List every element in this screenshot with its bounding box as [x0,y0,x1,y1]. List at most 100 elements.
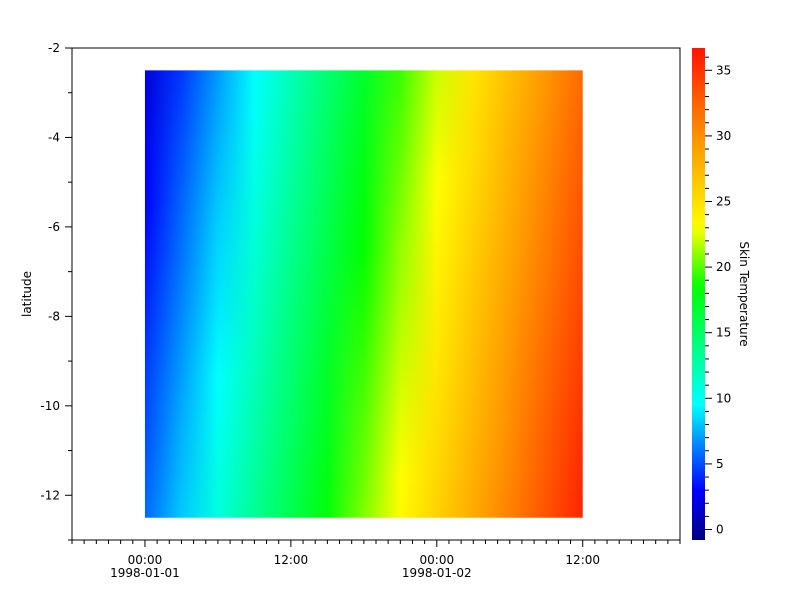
heatmap-row [145,175,583,179]
heatmap-row [145,97,583,101]
heatmap-row [145,190,583,194]
heatmap-row [145,379,583,383]
heatmap-row [145,454,583,458]
y-tick-label: -8 [48,309,60,323]
heatmap-row [145,160,583,164]
colorbar-label: Skin Temperature [737,241,751,346]
heatmap-row [145,466,583,470]
colorbar-tick-label: 20 [716,260,731,274]
y-tick-label: -12 [40,488,60,502]
heatmap-row [145,151,583,155]
x-tick-label: 12:00 [274,553,309,567]
heatmap-row [145,223,583,227]
heatmap-row [145,508,583,512]
heatmap-row [145,295,583,299]
heatmap-row [145,148,583,152]
heatmap-row [145,394,583,398]
heatmap-row [145,79,583,83]
heatmap-row [145,460,583,464]
heatmap-row [145,451,583,455]
heatmap-row [145,130,583,134]
heatmap-row [145,355,583,359]
heatmap-row [145,457,583,461]
x-tick-label: 00:00 [128,553,163,567]
heatmap-row [145,289,583,293]
heatmap-row [145,430,583,434]
heatmap-row [145,100,583,104]
heatmap-row [145,208,583,212]
heatmap-row [145,184,583,188]
heatmap-row [145,490,583,494]
heatmap-row [145,202,583,206]
colorbar-gradient [692,48,705,540]
heatmap-row [145,442,583,446]
heatmap-row [145,262,583,266]
heatmap-row [145,376,583,380]
heatmap-row [145,496,583,500]
heatmap-row [145,358,583,362]
heatmap-row [145,427,583,431]
heatmap-row [145,445,583,449]
heatmap-row [145,382,583,386]
heatmap-row [145,340,583,344]
heatmap-row [145,301,583,305]
x-tick-label: 12:00 [565,553,600,567]
heatmap-row [145,256,583,260]
colorbar-tick-label: 15 [716,326,731,340]
heatmap-row [145,106,583,110]
heatmap-row [145,70,583,74]
heatmap-row [145,193,583,197]
heatmap-row [145,433,583,437]
heatmap-row [145,205,583,209]
heatmap-row [145,187,583,191]
heatmap-row [145,283,583,287]
heatmap-row [145,286,583,290]
heatmap-row [145,292,583,296]
heatmap-row [145,403,583,407]
heatmap-row [145,304,583,308]
colorbar-tick-label: 0 [716,523,724,537]
heatmap-row [145,502,583,506]
heatmap-row [145,85,583,89]
heatmap-row [145,367,583,371]
heatmap-row [145,346,583,350]
heatmap-row [145,115,583,119]
heatmap-row [145,334,583,338]
heatmap-row [145,124,583,128]
heatmap-row [145,274,583,278]
heatmap-row [145,82,583,86]
heatmap-row [145,343,583,347]
heatmap-row [145,325,583,329]
heatmap-row [145,181,583,185]
heatmap-row [145,127,583,131]
heatmap-row [145,310,583,314]
heatmap-row [145,328,583,332]
heatmap-row [145,298,583,302]
heatmap-row [145,229,583,233]
heatmap-row [145,478,583,482]
heatmap-row [145,385,583,389]
heatmap-row [145,436,583,440]
heatmap-row [145,487,583,491]
heatmap-row [145,259,583,263]
colorbar-tick-label: 25 [716,195,731,209]
heatmap-row [145,214,583,218]
heatmap-row [145,166,583,170]
colorbar-tick-label: 30 [716,129,731,143]
heatmap-row [145,511,583,515]
heatmap-row [145,157,583,161]
heatmap-row [145,172,583,176]
heatmap-row [145,268,583,272]
heatmap-row [145,322,583,326]
heatmap-row [145,481,583,485]
x-tick-label: 00:00 [420,553,455,567]
heatmap-row [145,316,583,320]
heatmap-row [145,253,583,257]
heatmap-row [145,400,583,404]
heatmap-row [145,133,583,137]
heatmap-row [145,211,583,215]
colorbar-tick-label: 10 [716,391,731,405]
heatmap-row [145,448,583,452]
heatmap-row [145,412,583,416]
heatmap-row [145,409,583,413]
